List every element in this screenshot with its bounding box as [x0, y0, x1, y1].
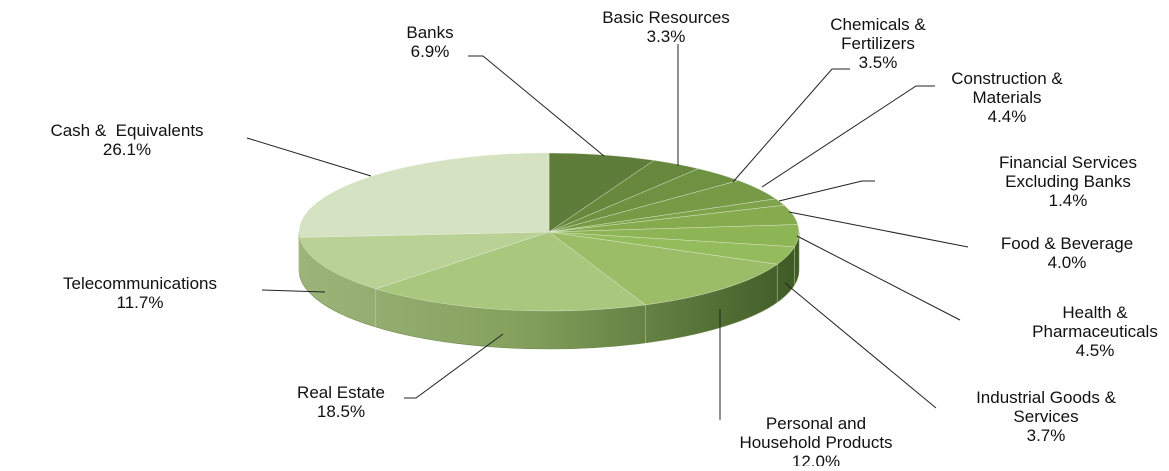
slice-name-label: Materials: [973, 88, 1042, 107]
slice-label: Construction & Materials 4.4%: [951, 69, 1063, 126]
slice-label: Telecommunications 11.7%: [63, 274, 217, 312]
slice-value-label: 3.5%: [859, 53, 898, 72]
slice-name-label: Cash & Equivalents: [50, 121, 203, 140]
slice-name-label: Financial Services: [999, 153, 1137, 172]
slice-labels: Banks 6.9%Basic Resources 3.3%Chemicals & F…: [50, 8, 1158, 471]
slice-label: Basic Resources 3.3%: [602, 8, 730, 46]
slice-name-label: Food & Beverage: [1001, 234, 1133, 253]
slice-value-label: 4.5%: [1076, 341, 1115, 360]
slice-name-label: Pharmaceuticals: [1032, 322, 1158, 341]
slice-name-label: Banks: [406, 23, 453, 42]
pie-slice: [298, 152, 550, 238]
slice-name-label: Telecommunications: [63, 274, 217, 293]
slice-name-label: Construction &: [951, 69, 1063, 88]
slice-name-label: Industrial Goods &: [976, 388, 1117, 407]
leader-line: [468, 55, 605, 157]
slice-name-label: Health &: [1062, 303, 1128, 322]
pie-slice: [548, 231, 778, 306]
slice-name-label: Fertilizers: [841, 34, 915, 53]
slice-label: Industrial Goods & Services 3.7%: [976, 388, 1117, 445]
leader-line: [788, 211, 969, 248]
slice-value-label: 1.4%: [1049, 191, 1088, 210]
slice-value-label: 3.3%: [647, 27, 686, 46]
slice-value-label: 18.5%: [317, 402, 365, 421]
slice-name-label: Excluding Banks: [1005, 172, 1131, 191]
leader-line: [796, 235, 961, 321]
slice-value-label: 3.7%: [1027, 426, 1066, 445]
slice-value-label: 4.4%: [988, 107, 1027, 126]
leader-line: [246, 137, 372, 177]
slice-value-label: 26.1%: [103, 140, 151, 159]
slice-value-label: 4.0%: [1048, 253, 1087, 272]
leader-line: [761, 85, 935, 188]
leader-line: [732, 68, 850, 183]
slice-label: Health & Pharmaceuticals 4.5%: [1032, 303, 1158, 360]
slice-name-label: Personal and: [766, 414, 866, 433]
slice-value-label: 6.9%: [411, 42, 450, 61]
slice-label: Chemicals & Fertilizers 3.5%: [830, 15, 926, 72]
pie-slice: [299, 231, 550, 290]
pie-top: [298, 152, 800, 312]
slice-label: Food & Beverage 4.0%: [1001, 234, 1133, 272]
slice-name-label: Chemicals &: [830, 15, 926, 34]
leader-line: [784, 282, 937, 409]
slice-label: Cash & Equivalents 26.1%: [50, 121, 203, 159]
slice-name-label: Services: [1013, 407, 1078, 426]
slice-label: Personal and Household Products 12.0%: [739, 414, 892, 466]
slice-value-label: 12.0%: [792, 452, 840, 466]
slice-name-label: Real Estate: [297, 383, 385, 402]
leader-line: [261, 289, 326, 293]
slice-value-label: 11.7%: [117, 293, 164, 312]
pie-slice: [374, 231, 646, 312]
slice-label: Financial Services Excluding Banks 1.4%: [999, 153, 1137, 210]
slice-label: Real Estate 18.5%: [297, 383, 385, 421]
slice-name-label: Basic Resources: [602, 8, 730, 27]
slice-name-label: Household Products: [739, 433, 892, 452]
slice-label: Banks 6.9%: [406, 23, 453, 61]
leader-line: [404, 333, 504, 399]
leader-line: [778, 180, 875, 202]
